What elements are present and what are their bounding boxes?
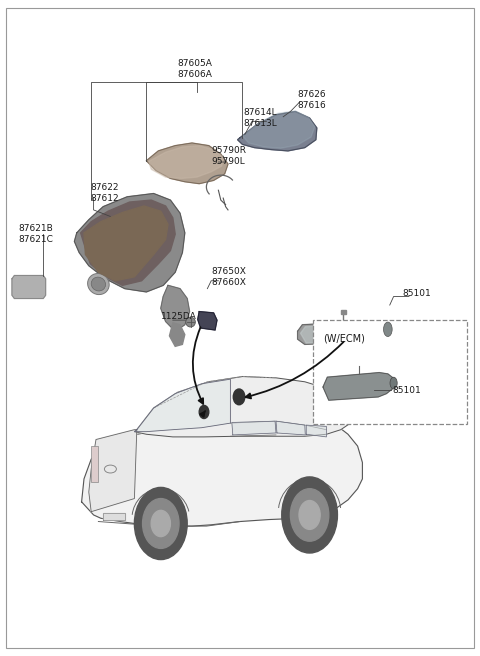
Polygon shape xyxy=(341,310,346,314)
Polygon shape xyxy=(198,312,217,330)
Circle shape xyxy=(151,510,170,537)
Ellipse shape xyxy=(384,322,392,337)
Circle shape xyxy=(299,501,320,529)
Polygon shape xyxy=(82,413,362,526)
Text: 87650X
87660X: 87650X 87660X xyxy=(211,267,246,287)
Ellipse shape xyxy=(390,377,397,389)
Text: 87621B
87621C: 87621B 87621C xyxy=(18,224,53,244)
Circle shape xyxy=(143,499,179,548)
Polygon shape xyxy=(81,200,175,285)
Polygon shape xyxy=(161,285,190,331)
Polygon shape xyxy=(300,323,386,343)
Polygon shape xyxy=(323,373,395,400)
FancyBboxPatch shape xyxy=(313,320,467,424)
Polygon shape xyxy=(12,276,46,298)
Text: 87614L
87613L: 87614L 87613L xyxy=(244,108,277,128)
Polygon shape xyxy=(149,146,223,178)
Polygon shape xyxy=(238,112,317,151)
Text: 95790R
95790L: 95790R 95790L xyxy=(211,146,246,166)
Polygon shape xyxy=(134,377,355,437)
Circle shape xyxy=(233,389,245,405)
Ellipse shape xyxy=(186,317,195,327)
Bar xyxy=(91,446,98,482)
Polygon shape xyxy=(134,379,230,432)
Polygon shape xyxy=(232,421,276,435)
Polygon shape xyxy=(74,194,185,292)
Ellipse shape xyxy=(88,274,109,295)
Circle shape xyxy=(290,489,329,541)
Text: 87626
87616: 87626 87616 xyxy=(298,90,326,110)
Text: 1125DA: 1125DA xyxy=(161,312,196,321)
Polygon shape xyxy=(298,321,389,344)
Polygon shape xyxy=(89,430,137,512)
Polygon shape xyxy=(146,143,228,184)
Text: 87622
87612: 87622 87612 xyxy=(90,183,119,203)
Polygon shape xyxy=(169,323,185,346)
Ellipse shape xyxy=(91,277,106,291)
Polygon shape xyxy=(84,206,168,281)
Polygon shape xyxy=(103,513,125,520)
Text: (W/ECM): (W/ECM) xyxy=(323,333,365,343)
Text: 85101: 85101 xyxy=(402,289,431,298)
Polygon shape xyxy=(306,425,326,437)
Circle shape xyxy=(282,477,337,553)
Text: 87605A
87606A: 87605A 87606A xyxy=(178,59,213,79)
Text: 85101: 85101 xyxy=(393,386,421,395)
Polygon shape xyxy=(276,421,305,435)
Circle shape xyxy=(134,487,187,560)
Circle shape xyxy=(199,405,209,419)
Polygon shape xyxy=(242,111,315,148)
